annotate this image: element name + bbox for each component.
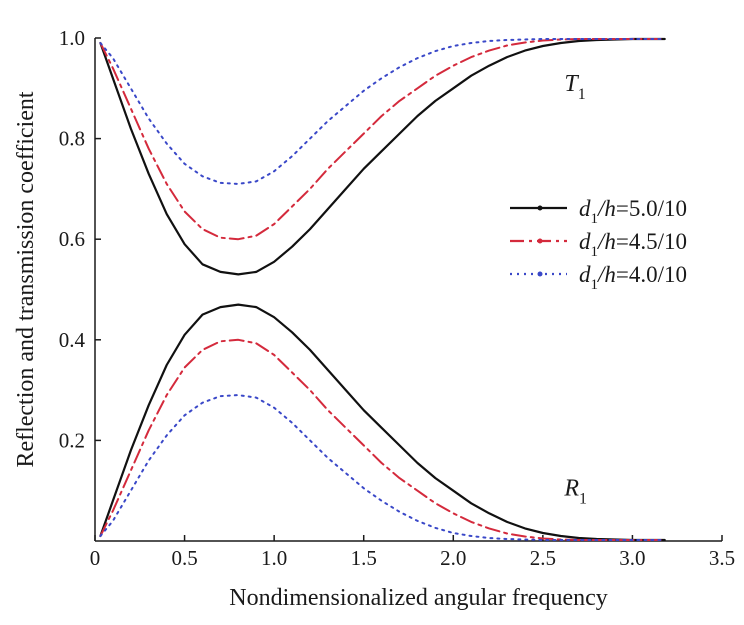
y-tick-label: 0.8 (59, 127, 85, 151)
series-1-reflection-line (99, 303, 666, 542)
legend-marker-1 (537, 205, 543, 211)
y-tick-label: 0.6 (59, 227, 85, 251)
y-tick-label: 0.4 (59, 328, 86, 352)
y-axis-label: Reflection and transmission coefficient (13, 91, 39, 467)
series-3-reflection-line (99, 394, 666, 541)
x-tick-label: 2.5 (530, 546, 556, 570)
y-tick-label: 1.0 (59, 26, 85, 50)
x-tick-label: 3.5 (709, 546, 735, 570)
series-lines (99, 37, 666, 542)
legend-label-3: d1/h=4.0/10 (579, 262, 687, 293)
x-ticks: 0 0.5 1.0 1.5 2.0 2.5 3.0 3.5 (90, 535, 735, 570)
annotation-r1: R1 (563, 476, 587, 508)
curve-annotations: T1 R1 (563, 71, 587, 508)
series-3-transmission-line (99, 38, 666, 185)
annotation-t1: T1 (564, 71, 585, 103)
x-axis-label: Nondimensionalized angular frequency (229, 585, 608, 611)
legend-label-1: d1/h=5.0/10 (579, 196, 687, 227)
legend-marker-3 (537, 271, 543, 277)
legend-label-2: d1/h=4.5/10 (579, 229, 687, 260)
x-tick-label: 2.0 (440, 546, 466, 570)
series-2-transmission-line (99, 38, 666, 241)
x-tick-label: 0.5 (171, 546, 197, 570)
y-tick-label: 0.2 (59, 428, 85, 452)
series-1-transmission-line (99, 37, 666, 276)
series-2-reflection-line (99, 338, 666, 541)
x-tick-label: 1.5 (351, 546, 377, 570)
axes (94, 38, 722, 542)
x-tick-label: 3.0 (619, 546, 645, 570)
y-ticks: 0.2 0.4 0.6 0.8 1.0 (59, 26, 101, 452)
legend-marker-2 (537, 238, 543, 244)
x-tick-label: 0 (90, 546, 101, 570)
x-tick-label: 1.0 (261, 546, 287, 570)
